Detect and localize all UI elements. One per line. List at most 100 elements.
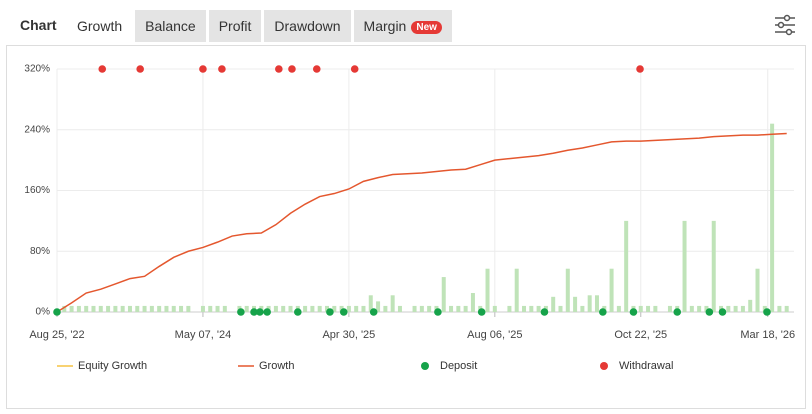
bar bbox=[740, 305, 745, 312]
withdrawal-dot bbox=[312, 65, 321, 73]
deposit-dot bbox=[629, 308, 638, 316]
deposit-dot bbox=[718, 308, 727, 316]
bar bbox=[288, 305, 293, 312]
x-tick-label: Oct 22, '25 bbox=[614, 329, 667, 341]
bar bbox=[449, 305, 454, 312]
bar bbox=[587, 295, 592, 312]
bar bbox=[770, 123, 775, 312]
bar bbox=[346, 305, 351, 312]
legend-label: Withdrawal bbox=[619, 360, 673, 372]
bar bbox=[303, 305, 308, 312]
bar bbox=[186, 305, 191, 312]
bar bbox=[456, 305, 461, 312]
bar bbox=[419, 305, 424, 312]
bar bbox=[646, 305, 651, 312]
bar bbox=[726, 305, 731, 312]
bar bbox=[376, 301, 381, 312]
bar bbox=[164, 305, 169, 312]
bar bbox=[492, 305, 497, 312]
bar bbox=[624, 220, 629, 312]
chart-frame bbox=[6, 45, 806, 409]
bar bbox=[368, 295, 373, 312]
tab-label: Growth bbox=[77, 18, 123, 34]
legend-label: Equity Growth bbox=[78, 360, 147, 372]
deposit-dot bbox=[294, 308, 302, 316]
deposit-dot bbox=[53, 308, 61, 316]
bar bbox=[273, 305, 278, 312]
bar bbox=[594, 295, 599, 312]
bar bbox=[62, 305, 67, 312]
bar bbox=[208, 305, 213, 312]
bar bbox=[580, 305, 585, 312]
bar bbox=[171, 305, 176, 312]
bar bbox=[91, 305, 96, 312]
bar bbox=[682, 220, 687, 312]
withdrawal-dot bbox=[136, 65, 144, 73]
bar bbox=[84, 305, 89, 312]
tab-label: Balance bbox=[145, 18, 196, 34]
widget-title: Chart bbox=[20, 17, 57, 33]
tab-label: Drawdown bbox=[274, 18, 341, 34]
bar bbox=[733, 305, 738, 312]
bar bbox=[667, 305, 672, 312]
deposit-dot bbox=[540, 308, 549, 316]
bar bbox=[332, 305, 337, 312]
deposit-dot bbox=[250, 308, 258, 316]
deposit-dot bbox=[256, 308, 264, 316]
tab-bar: Growth Balance Profit Drawdown Margin New bbox=[67, 10, 452, 42]
tab[interactable]: Drawdown bbox=[264, 10, 351, 42]
bar bbox=[390, 295, 395, 312]
bar bbox=[463, 305, 468, 312]
withdrawal-dot bbox=[288, 65, 296, 73]
bar bbox=[777, 305, 782, 312]
bar bbox=[748, 299, 753, 312]
bar bbox=[179, 305, 184, 312]
new-badge: New bbox=[411, 21, 442, 34]
y-tick-label: 240% bbox=[24, 124, 50, 135]
withdrawal-dot bbox=[636, 65, 644, 73]
bar bbox=[704, 305, 709, 312]
bar bbox=[441, 277, 446, 312]
bar bbox=[244, 305, 249, 312]
bar bbox=[157, 305, 162, 312]
bar bbox=[573, 296, 578, 312]
bar bbox=[507, 305, 512, 312]
bar bbox=[616, 305, 621, 312]
tab[interactable]: Growth bbox=[67, 10, 133, 42]
bar bbox=[120, 305, 125, 312]
tab[interactable]: Profit bbox=[208, 10, 262, 42]
bar bbox=[76, 305, 81, 312]
deposit-dot bbox=[237, 308, 245, 316]
bar bbox=[361, 305, 366, 312]
y-tick-label: 320% bbox=[24, 64, 50, 75]
deposit-dot bbox=[599, 308, 607, 316]
x-tick-label: Apr 30, '25 bbox=[322, 329, 375, 341]
bar bbox=[98, 305, 103, 312]
withdrawal-dot bbox=[218, 65, 226, 73]
tab[interactable]: Margin New bbox=[353, 10, 452, 42]
deposit-dot bbox=[369, 308, 378, 316]
legend-label: Deposit bbox=[440, 360, 477, 372]
bar bbox=[697, 305, 702, 312]
y-tick-label: 160% bbox=[24, 185, 50, 196]
bar bbox=[638, 305, 643, 312]
bar bbox=[324, 305, 329, 312]
bar bbox=[470, 293, 475, 312]
withdrawal-dot bbox=[275, 65, 283, 73]
bar bbox=[281, 305, 286, 312]
legend-label: Growth bbox=[259, 360, 294, 372]
bar bbox=[113, 305, 118, 312]
deposit-dot bbox=[763, 308, 771, 316]
tab[interactable]: Balance bbox=[135, 10, 206, 42]
settings-icon[interactable] bbox=[772, 13, 798, 37]
bar bbox=[522, 305, 527, 312]
withdrawal-dot bbox=[350, 65, 359, 73]
bar bbox=[755, 268, 760, 312]
tab-label: Profit bbox=[218, 18, 252, 34]
bar bbox=[215, 305, 220, 312]
deposit-dot bbox=[705, 308, 714, 316]
bar bbox=[711, 220, 716, 312]
bar bbox=[200, 305, 205, 312]
